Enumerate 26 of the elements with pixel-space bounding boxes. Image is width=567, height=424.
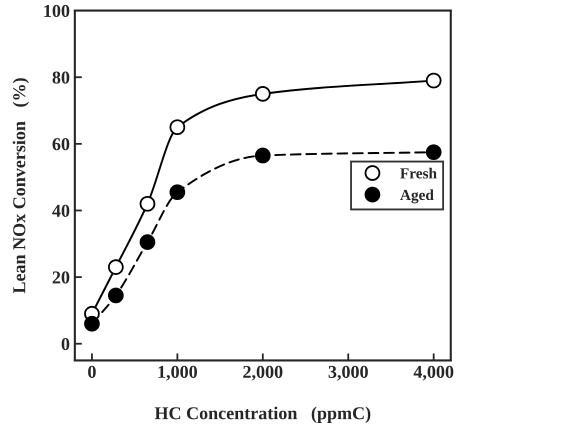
legend-label: Aged bbox=[400, 189, 434, 204]
point bbox=[84, 316, 100, 332]
point bbox=[254, 86, 271, 102]
point bbox=[140, 196, 156, 212]
point bbox=[108, 259, 124, 275]
x-tick-label: 2,000 bbox=[243, 366, 282, 381]
legend-label: Fresh bbox=[400, 168, 437, 179]
y-axis-title: Lean NOx Conversion (%) bbox=[12, 78, 30, 294]
x-tick-label: 0 bbox=[88, 366, 96, 378]
y-tick-label: 0 bbox=[62, 338, 70, 350]
y-tick-label: 60 bbox=[52, 138, 70, 150]
y-tick-label: 40 bbox=[52, 204, 70, 217]
point bbox=[426, 72, 442, 88]
y-tick-label: 100 bbox=[44, 4, 70, 18]
x-tick-label: 4,000 bbox=[414, 366, 454, 381]
y-tick-label: 80 bbox=[52, 71, 70, 84]
point bbox=[108, 288, 124, 304]
x-tick-label: 1,000 bbox=[158, 366, 197, 381]
point bbox=[426, 144, 442, 160]
x-tick-label: 3,000 bbox=[328, 366, 368, 381]
point bbox=[140, 234, 156, 250]
y-tick-label: 20 bbox=[52, 271, 70, 284]
point bbox=[170, 119, 186, 136]
point bbox=[254, 148, 271, 164]
point bbox=[170, 184, 186, 200]
x-axis-title: HC Concentration (ppmC) bbox=[154, 406, 370, 424]
